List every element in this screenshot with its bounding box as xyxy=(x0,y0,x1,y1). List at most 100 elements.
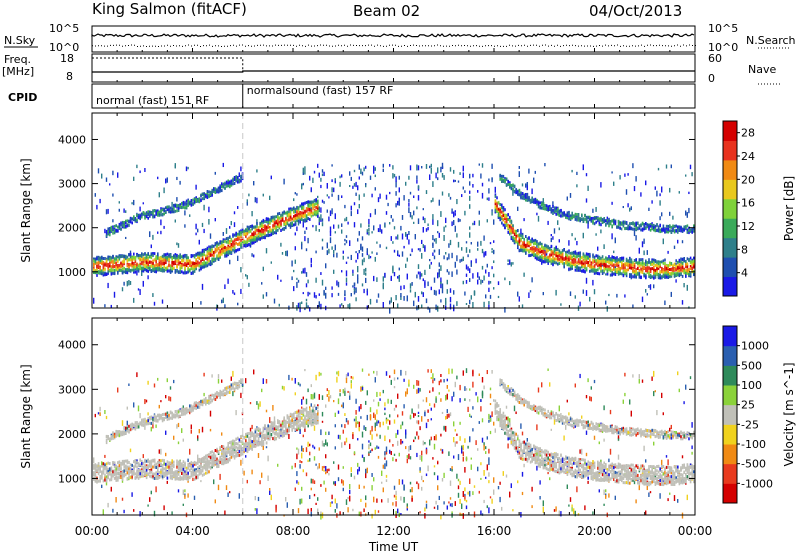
heatmap-cell xyxy=(115,257,117,261)
heatmap-cell xyxy=(533,248,535,251)
heatmap-cell xyxy=(585,266,588,270)
heatmap-cell xyxy=(110,469,113,473)
heatmap-cell xyxy=(107,461,109,465)
heatmap-cell xyxy=(536,255,538,259)
heatmap-cell xyxy=(569,261,572,265)
heatmap-cell xyxy=(589,215,591,219)
heatmap-cell xyxy=(105,481,108,486)
heatmap-cell xyxy=(662,238,664,245)
heatmap-cell xyxy=(669,229,671,233)
heatmap-cell xyxy=(382,276,384,282)
heatmap-cell xyxy=(353,291,356,295)
heatmap-cell xyxy=(584,264,586,268)
heatmap-cell xyxy=(382,302,384,308)
heatmap-cell xyxy=(617,261,620,265)
heatmap-cell xyxy=(153,301,156,306)
heatmap-cell xyxy=(147,275,149,280)
heatmap-cell xyxy=(568,217,570,221)
heatmap-cell xyxy=(421,253,423,259)
heatmap-cell xyxy=(318,216,320,223)
heatmap-cell xyxy=(157,176,159,180)
heatmap-cell xyxy=(121,271,124,275)
heatmap-cell xyxy=(214,218,216,222)
heatmap-cell xyxy=(595,233,597,236)
heatmap-cell xyxy=(675,264,677,268)
heatmap-cell xyxy=(493,287,495,290)
heatmap-cell xyxy=(184,206,186,210)
heatmap-cell xyxy=(411,215,413,220)
heatmap-cell xyxy=(153,215,156,219)
heatmap-cell xyxy=(155,268,157,272)
heatmap-cell xyxy=(664,265,666,269)
heatmap-cell xyxy=(123,270,125,274)
heatmap-cell xyxy=(230,243,233,246)
heatmap-cell xyxy=(158,263,161,267)
heatmap-cell xyxy=(209,262,212,266)
heatmap-cell xyxy=(499,216,501,220)
heatmap-cell xyxy=(129,220,132,224)
heatmap-cell xyxy=(592,208,594,213)
heatmap-cell xyxy=(510,231,513,235)
heatmap-cell xyxy=(609,258,612,261)
heatmap-cell xyxy=(469,232,471,238)
heatmap-cell xyxy=(176,259,178,263)
heatmap-cell xyxy=(133,402,135,408)
heatmap-cell xyxy=(545,204,548,208)
heatmap-cell xyxy=(317,214,319,218)
heatmap-cell xyxy=(200,301,202,305)
heatmap-cell xyxy=(509,182,511,186)
heatmap-cell xyxy=(390,275,392,281)
heatmap-cell xyxy=(635,176,637,182)
heatmap-cell xyxy=(537,250,540,254)
heatmap-cell xyxy=(318,222,320,226)
heatmap-cell xyxy=(448,243,450,248)
heatmap-cell xyxy=(224,254,226,258)
heatmap-cell xyxy=(152,267,154,271)
heatmap-cell xyxy=(427,223,429,227)
heatmap-cell xyxy=(563,211,565,215)
heatmap-cell xyxy=(421,291,423,295)
heatmap-cell xyxy=(616,293,618,298)
heatmap-cell xyxy=(625,259,628,263)
heatmap-cell xyxy=(629,226,631,230)
heatmap-cell xyxy=(441,191,444,196)
heatmap-cell xyxy=(275,219,277,223)
heatmap-cell xyxy=(93,466,95,470)
heatmap-cell xyxy=(126,467,129,471)
heatmap-cell xyxy=(105,435,108,439)
heatmap-cell xyxy=(256,233,258,237)
heatmap-cell xyxy=(629,263,631,267)
heatmap-cell xyxy=(197,228,199,233)
heatmap-cell xyxy=(288,214,290,218)
heatmap-cell xyxy=(125,459,127,463)
heatmap-cell xyxy=(470,242,472,245)
heatmap-cell xyxy=(257,229,260,232)
heatmap-cell xyxy=(507,230,509,234)
heatmap-cell xyxy=(638,261,641,265)
heatmap-cell xyxy=(357,185,359,191)
heatmap-cell xyxy=(261,229,263,233)
heatmap-cell xyxy=(112,170,114,176)
nsearch-series-dots xyxy=(92,44,696,47)
heatmap-cell xyxy=(528,254,530,258)
heatmap-cell xyxy=(539,250,541,254)
heatmap-cell xyxy=(110,260,113,264)
heatmap-cell xyxy=(134,461,137,465)
heatmap-cell xyxy=(230,237,233,241)
heatmap-cell xyxy=(581,214,583,218)
heatmap-cell xyxy=(441,287,444,294)
heatmap-cell xyxy=(102,462,105,466)
heatmap-cell xyxy=(645,289,647,293)
heatmap-cell xyxy=(392,265,394,271)
heatmap-cell xyxy=(275,215,277,219)
heatmap-cell xyxy=(600,256,602,260)
heatmap-cell xyxy=(313,205,316,209)
heatmap-cell xyxy=(209,250,212,254)
heatmap-cell xyxy=(313,292,316,298)
heatmap-cell xyxy=(139,413,141,419)
heatmap-cell xyxy=(627,173,629,176)
heatmap-cell xyxy=(625,269,628,273)
heatmap-cell xyxy=(507,213,509,217)
heatmap-cell xyxy=(662,224,665,228)
heatmap-cell xyxy=(206,264,209,268)
